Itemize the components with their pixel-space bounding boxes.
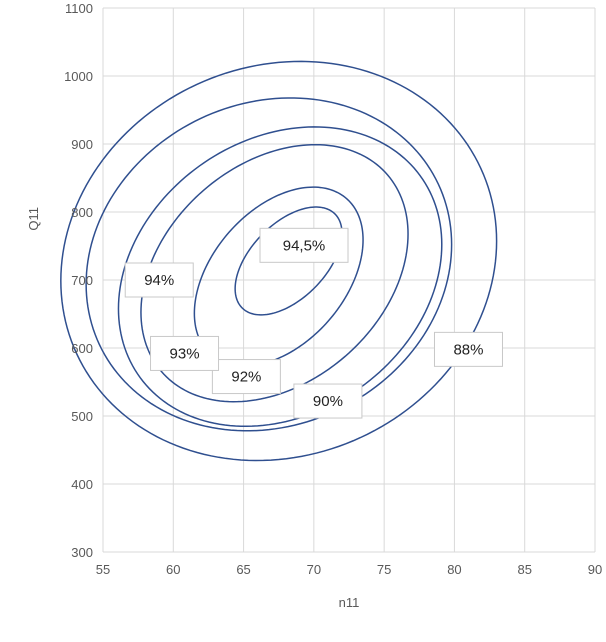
y-axis-ticks: 300 400 500 600 700 800 900 1000 1100: [64, 1, 93, 560]
contour-label-box: [211, 359, 281, 395]
y-tick-label: 500: [71, 409, 93, 424]
x-tick-label: 75: [377, 562, 391, 577]
x-axis-title: n11: [339, 595, 360, 610]
y-tick-label: 600: [71, 341, 93, 356]
contour-label-text: 88%: [453, 341, 483, 358]
x-tick-label: 90: [588, 562, 602, 577]
x-tick-label: 70: [307, 562, 321, 577]
x-tick-label: 60: [166, 562, 180, 577]
contour-label-box: [433, 331, 503, 367]
contour-label-text: 90%: [313, 393, 343, 410]
contour-label: 92%: [211, 359, 281, 395]
y-axis-title: Q11: [26, 207, 41, 231]
contour-label-box: [150, 335, 220, 371]
y-tick-label: 1000: [64, 69, 93, 84]
contour-label: 94%: [124, 262, 194, 298]
y-tick-label: 900: [71, 137, 93, 152]
x-tick-label: 65: [236, 562, 250, 577]
x-axis-ticks: 55 60 65 70 75 80 85 90: [96, 562, 602, 577]
contour-label-text: 94,5%: [283, 237, 326, 254]
x-tick-label: 80: [447, 562, 461, 577]
contour-label: 94,5%: [259, 227, 349, 263]
x-tick-label: 55: [96, 562, 110, 577]
contour-line: [193, 186, 364, 367]
contour-label-text: 93%: [170, 345, 200, 362]
y-tick-label: 300: [71, 545, 93, 560]
contour-label-text: 92%: [231, 369, 261, 386]
y-tick-label: 1100: [65, 1, 93, 16]
contour-label-box: [259, 227, 349, 263]
x-tick-label: 85: [517, 562, 531, 577]
contour-label: 90%: [293, 383, 363, 419]
contour-labels: 88% 90% 92% 93% 94% 94,5%: [124, 227, 503, 419]
contour-label-text: 94%: [144, 272, 174, 289]
contour-line: [140, 143, 409, 403]
contour-label: 88%: [433, 331, 503, 367]
contour-label-box: [293, 383, 363, 419]
y-tick-label: 400: [71, 477, 93, 492]
contour-label-box: [124, 262, 194, 298]
contour-line: [234, 206, 343, 316]
y-tick-label: 700: [71, 273, 93, 288]
y-tick-label: 800: [71, 205, 93, 220]
contour-label: 93%: [150, 335, 220, 371]
contour-line: [60, 60, 498, 462]
